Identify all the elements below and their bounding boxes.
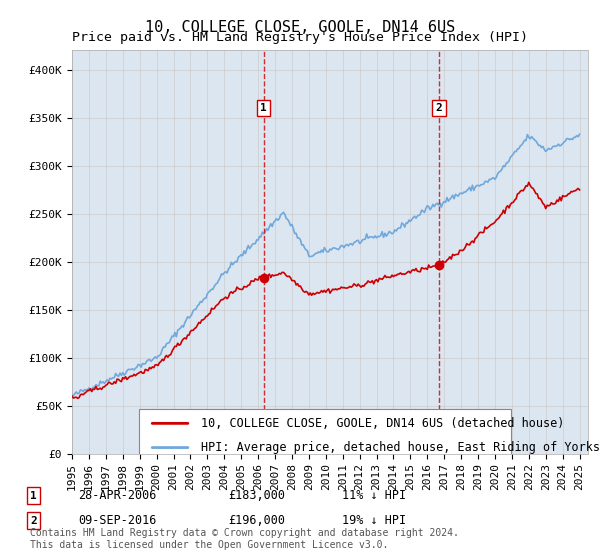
Text: 28-APR-2006: 28-APR-2006 bbox=[78, 489, 157, 502]
Text: 10, COLLEGE CLOSE, GOOLE, DN14 6US: 10, COLLEGE CLOSE, GOOLE, DN14 6US bbox=[145, 20, 455, 35]
Text: £183,000: £183,000 bbox=[228, 489, 285, 502]
Text: 2: 2 bbox=[30, 516, 37, 526]
Text: £196,000: £196,000 bbox=[228, 514, 285, 528]
Text: Contains HM Land Registry data © Crown copyright and database right 2024.
This d: Contains HM Land Registry data © Crown c… bbox=[30, 528, 459, 550]
FancyBboxPatch shape bbox=[139, 409, 511, 466]
Text: 1: 1 bbox=[260, 103, 267, 113]
Text: Price paid vs. HM Land Registry's House Price Index (HPI): Price paid vs. HM Land Registry's House … bbox=[72, 31, 528, 44]
Text: 10, COLLEGE CLOSE, GOOLE, DN14 6US (detached house): 10, COLLEGE CLOSE, GOOLE, DN14 6US (deta… bbox=[201, 417, 565, 430]
Text: 19% ↓ HPI: 19% ↓ HPI bbox=[342, 514, 406, 528]
Text: 2: 2 bbox=[436, 103, 442, 113]
Text: 11% ↓ HPI: 11% ↓ HPI bbox=[342, 489, 406, 502]
Text: 1: 1 bbox=[30, 491, 37, 501]
Text: HPI: Average price, detached house, East Riding of Yorkshire: HPI: Average price, detached house, East… bbox=[201, 441, 600, 454]
Text: 09-SEP-2016: 09-SEP-2016 bbox=[78, 514, 157, 528]
